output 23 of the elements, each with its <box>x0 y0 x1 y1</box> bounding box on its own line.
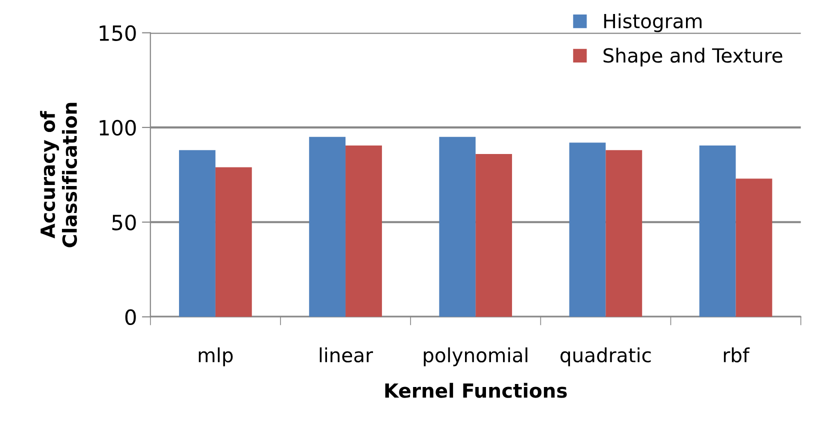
x-tick-label: rbf <box>724 347 750 362</box>
y-tick-label: 100 <box>100 120 136 136</box>
x-axis-title: Kernel Functions <box>385 382 567 398</box>
bar <box>606 150 642 317</box>
y-tick-label: 150 <box>100 25 136 41</box>
x-tick-label: polynomial <box>424 347 528 366</box>
y-axis-title: Accuracy of Classification <box>40 102 78 248</box>
bar <box>309 136 346 317</box>
y-tick-label: 50 <box>112 214 136 230</box>
bar <box>215 167 252 317</box>
x-tick-label: linear <box>320 347 374 362</box>
bar <box>439 136 476 317</box>
bar <box>179 150 216 317</box>
bar <box>569 142 606 317</box>
legend-label: Shape and Texture <box>604 48 782 67</box>
bar <box>699 145 736 317</box>
legend-label: Histogram <box>604 13 702 32</box>
bar <box>476 154 512 317</box>
y-tick-label: 0 <box>125 309 136 326</box>
x-tick-label: mlp <box>198 347 233 366</box>
x-tick-label: quadratic <box>560 347 651 366</box>
bar <box>346 145 382 317</box>
bar <box>736 178 772 317</box>
